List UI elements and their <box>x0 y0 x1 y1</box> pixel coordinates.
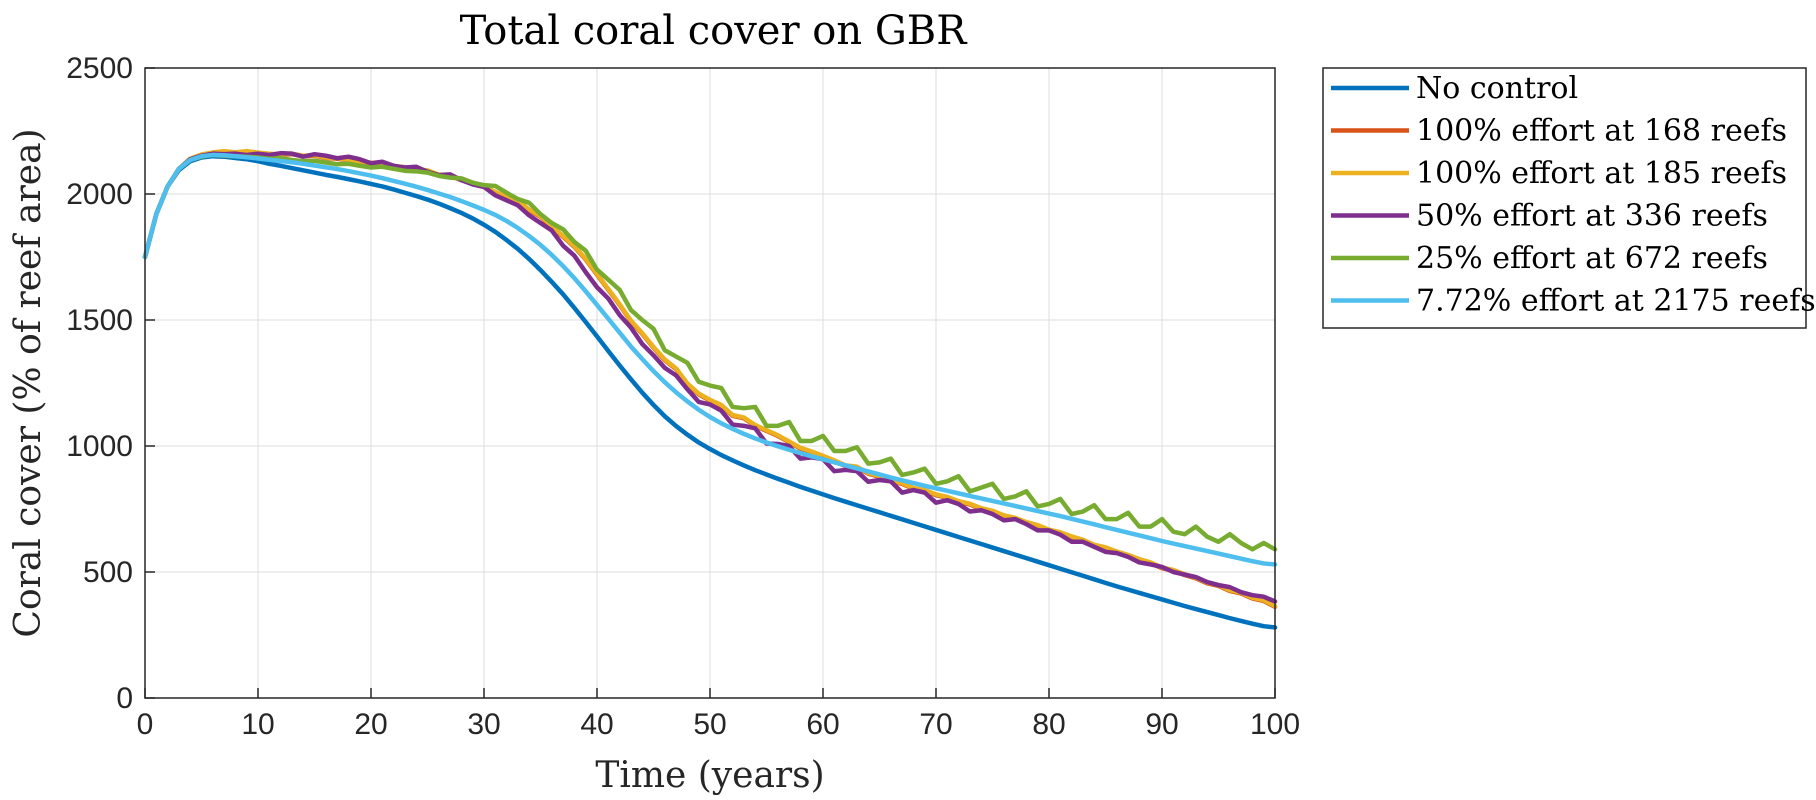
x-tick-label: 40 <box>580 708 613 741</box>
x-axis-label: Time (years) <box>595 755 824 796</box>
legend-label: 100% effort at 185 reefs <box>1416 156 1787 191</box>
plot-area <box>142 67 1278 699</box>
y-tick-label: 1000 <box>66 430 133 463</box>
x-tick-label: 10 <box>241 708 274 741</box>
y-tick-label: 2500 <box>66 52 133 85</box>
legend-box <box>1322 67 1807 329</box>
legend-label: No control <box>1416 71 1578 106</box>
legend: No control 100% effort at 168 reefs 100% e… <box>1322 67 1816 329</box>
gridlines <box>145 68 1275 698</box>
y-tick-labels: 0 500 1000 1500 2000 2500 <box>66 52 133 715</box>
series-lines <box>142 148 1278 630</box>
legend-item-2: 100% effort at 168 reefs <box>1331 114 1787 149</box>
x-tick-label: 20 <box>354 708 387 741</box>
legend-item-1: No control <box>1331 71 1578 106</box>
series-line-5 <box>142 152 1278 552</box>
legend-item-4: 50% effort at 336 reefs <box>1331 199 1768 234</box>
legend-item-5: 25% effort at 672 reefs <box>1331 241 1768 276</box>
series-line-4 <box>142 150 1278 604</box>
legend-items: No control 100% effort at 168 reefs 100% e… <box>1331 71 1816 319</box>
chart-title: Total coral cover on GBR <box>460 8 969 54</box>
y-tick-label: 2000 <box>66 178 133 211</box>
axis-ticks <box>144 67 1276 699</box>
x-tick-label: 100 <box>1250 708 1300 741</box>
legend-item-3: 100% effort at 185 reefs <box>1331 156 1787 191</box>
x-tick-label: 30 <box>467 708 500 741</box>
x-tick-label: 70 <box>919 708 952 741</box>
series-line-1 <box>142 153 1278 630</box>
y-tick-label: 1500 <box>66 304 133 337</box>
x-tick-label: 80 <box>1032 708 1065 741</box>
legend-label: 25% effort at 672 reefs <box>1416 241 1768 276</box>
x-tick-label: 50 <box>693 708 726 741</box>
legend-label: 50% effort at 336 reefs <box>1416 199 1768 234</box>
x-tick-label: 60 <box>806 708 839 741</box>
x-tick-label: 0 <box>137 708 154 741</box>
series-line-6 <box>142 152 1278 567</box>
legend-item-6: 7.72% effort at 2175 reefs <box>1331 284 1816 319</box>
x-tick-labels: 0 10 20 30 40 50 60 70 80 90 100 <box>137 708 1300 741</box>
legend-label: 7.72% effort at 2175 reefs <box>1416 284 1816 319</box>
x-tick-label: 90 <box>1145 708 1178 741</box>
y-tick-label: 500 <box>83 556 133 589</box>
y-tick-label: 0 <box>116 682 133 715</box>
y-axis-label: Coral cover (% of reef area) <box>8 128 49 637</box>
legend-label: 100% effort at 168 reefs <box>1416 114 1787 149</box>
